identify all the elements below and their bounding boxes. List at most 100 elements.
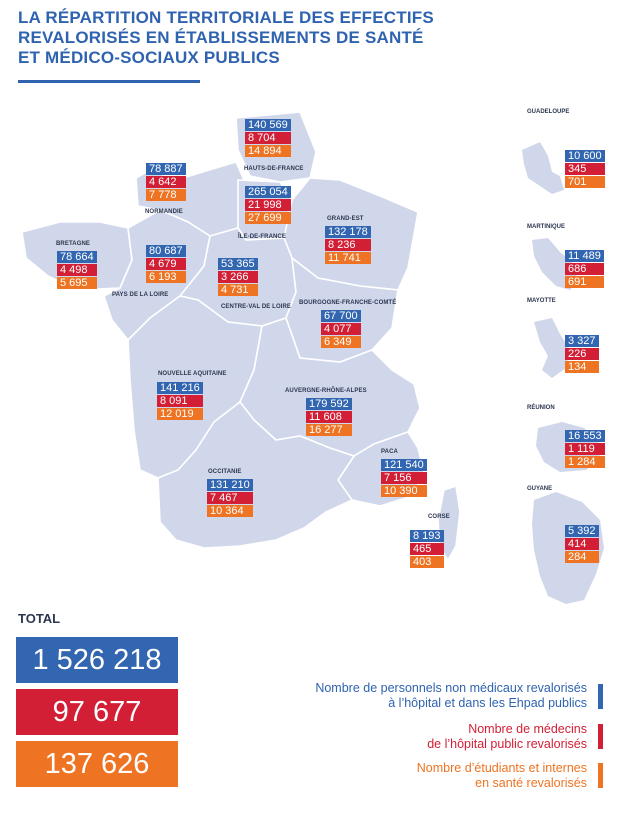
value-red-guadeloupe: 345 <box>565 163 605 175</box>
value-blue-corse: 8 193 <box>410 530 444 542</box>
overseas-label-guadeloupe: GUADELOUPE <box>527 109 570 115</box>
legend-blue-line-1: Nombre de personnels non médicaux revalo… <box>315 681 587 695</box>
value-blue-guadeloupe: 10 600 <box>565 150 605 162</box>
value-blue-pays-de-la-loire: 80 687 <box>146 245 186 257</box>
value-red-centre-val-de-loire: 3 266 <box>218 271 258 283</box>
value-red-bretagne: 4 498 <box>57 264 97 276</box>
value-orange-guyane: 284 <box>565 551 599 563</box>
value-orange-nouvelle-aquitaine: 12 019 <box>157 408 203 420</box>
value-orange-bourgogne-franche-comte: 6 349 <box>321 336 361 348</box>
region-label-nouvelle-aquitaine: NOUVELLE AQUITAINE <box>158 371 227 377</box>
value-blue-paca: 121 540 <box>381 459 427 471</box>
region-label-pays-de-la-loire: PAYS DE LA LOIRE <box>112 292 169 298</box>
region-label-bretagne: BRETAGNE <box>56 241 91 247</box>
title-line-1: LA RÉPARTITION TERRITORIALE DES EFFECTIF… <box>18 8 434 27</box>
value-orange-paca: 10 390 <box>381 485 427 497</box>
value-blue-ile-de-france: 265 054 <box>245 186 291 198</box>
value-red-martinique: 686 <box>565 263 604 275</box>
total-red: 97 677 <box>16 689 178 735</box>
values-normandie: 78 887 4 642 7 778 <box>146 163 186 202</box>
legend-orange-line-1: Nombre d’étudiants et internes <box>416 761 587 775</box>
value-blue-reunion: 16 553 <box>565 430 605 442</box>
overseas-label-mayotte: MAYOTTE <box>527 298 556 304</box>
page-title: LA RÉPARTITION TERRITORIALE DES EFFECTIF… <box>18 8 434 68</box>
value-orange-ile-de-france: 27 699 <box>245 212 291 224</box>
value-blue-auvergne-rhone-alpes: 179 592 <box>306 398 352 410</box>
value-red-pays-de-la-loire: 4 679 <box>146 258 186 270</box>
value-orange-mayotte: 134 <box>565 361 599 373</box>
values-nouvelle-aquitaine: 141 216 8 091 12 019 <box>157 382 203 421</box>
values-occitanie: 131 210 7 467 10 364 <box>207 479 253 518</box>
values-guadeloupe: 10 600 345 701 <box>565 150 605 189</box>
value-red-nouvelle-aquitaine: 8 091 <box>157 395 203 407</box>
value-blue-normandie: 78 887 <box>146 163 186 175</box>
overseas-shape-mayotte <box>534 318 570 378</box>
value-red-corse: 465 <box>410 543 444 555</box>
region-label-grand-est: GRAND-EST <box>327 216 364 222</box>
values-mayotte: 3 327 226 134 <box>565 335 599 374</box>
values-auvergne-rhone-alpes: 179 592 11 608 16 277 <box>306 398 352 437</box>
value-blue-bourgogne-franche-comte: 67 700 <box>321 310 361 322</box>
legend-orange-line-2: en santé revalorisés <box>475 776 587 790</box>
value-red-ile-de-france: 21 998 <box>245 199 291 211</box>
overseas-label-guyane: GUYANE <box>527 486 553 492</box>
value-blue-grand-est: 132 178 <box>325 226 371 238</box>
value-red-occitanie: 7 467 <box>207 492 253 504</box>
overseas-label-reunion: RÉUNION <box>527 405 555 411</box>
values-hauts-de-france: 140 569 8 704 14 894 <box>245 119 291 158</box>
total-blue: 1 526 218 <box>16 637 178 683</box>
value-blue-centre-val-de-loire: 53 365 <box>218 258 258 270</box>
region-label-corse: CORSE <box>428 514 450 520</box>
value-orange-guadeloupe: 701 <box>565 176 605 188</box>
legend-red: Nombre de médecins de l’hôpital public r… <box>427 722 587 752</box>
title-line-2: REVALORISÉS EN ÉTABLISSEMENTS DE SANTÉ <box>18 28 424 47</box>
value-orange-martinique: 691 <box>565 276 604 288</box>
values-ile-de-france: 265 054 21 998 27 699 <box>245 186 291 225</box>
value-orange-auvergne-rhone-alpes: 16 277 <box>306 424 352 436</box>
values-corse: 8 193 465 403 <box>410 530 444 569</box>
value-blue-nouvelle-aquitaine: 141 216 <box>157 382 203 394</box>
value-blue-hauts-de-france: 140 569 <box>245 119 291 131</box>
value-blue-mayotte: 3 327 <box>565 335 599 347</box>
value-blue-guyane: 5 392 <box>565 525 599 537</box>
value-orange-bretagne: 5 695 <box>57 277 97 289</box>
legend-orange: Nombre d’étudiants et internes en santé … <box>417 761 587 791</box>
values-bretagne: 78 664 4 498 5 695 <box>57 251 97 290</box>
legend-orange-swatch <box>598 763 603 788</box>
total-label: TOTAL <box>18 611 61 626</box>
value-red-normandie: 4 642 <box>146 176 186 188</box>
value-red-bourgogne-franche-comte: 4 077 <box>321 323 361 335</box>
value-red-auvergne-rhone-alpes: 11 608 <box>306 411 352 423</box>
region-label-centre-val-de-loire: CENTRE-VAL DE LOIRE <box>221 304 292 310</box>
legend-blue-line-2: à l’hôpital et dans les Ehpad publics <box>388 696 587 710</box>
region-label-paca: PACA <box>381 449 398 455</box>
region-label-normandie: NORMANDIE <box>145 209 183 215</box>
value-red-reunion: 1 119 <box>565 443 605 455</box>
values-reunion: 16 553 1 119 1 284 <box>565 430 605 469</box>
values-pays-de-la-loire: 80 687 4 679 6 193 <box>146 245 186 284</box>
legend-red-swatch <box>598 724 603 749</box>
value-red-grand-est: 8 236 <box>325 239 371 251</box>
values-guyane: 5 392 414 284 <box>565 525 599 564</box>
value-orange-corse: 403 <box>410 556 444 568</box>
region-label-hauts-de-france: HAUTS-DE-FRANCE <box>244 166 304 172</box>
region-label-occitanie: OCCITANIE <box>208 469 242 475</box>
value-orange-grand-est: 11 741 <box>325 252 371 264</box>
value-blue-martinique: 11 489 <box>565 250 604 262</box>
region-label-ile-de-france: ÎLE-DE-FRANCE <box>238 234 286 240</box>
title-line-3: ET MÉDICO-SOCIAUX PUBLICS <box>18 48 280 67</box>
legend-blue: Nombre de personnels non médicaux revalo… <box>315 681 587 711</box>
region-label-auvergne-rhone-alpes: AUVERGNE-RHÔNE-ALPES <box>285 388 367 394</box>
overseas-shape-guadeloupe <box>522 142 564 194</box>
legend-red-line-2: de l’hôpital public revalorisés <box>427 737 587 751</box>
values-martinique: 11 489 686 691 <box>565 250 604 289</box>
value-orange-hauts-de-france: 14 894 <box>245 145 291 157</box>
value-orange-pays-de-la-loire: 6 193 <box>146 271 186 283</box>
title-underline <box>18 80 200 83</box>
overseas-label-martinique: MARTINIQUE <box>527 224 565 230</box>
value-blue-occitanie: 131 210 <box>207 479 253 491</box>
legend-red-line-1: Nombre de médecins <box>468 722 587 736</box>
value-orange-occitanie: 10 364 <box>207 505 253 517</box>
value-orange-normandie: 7 778 <box>146 189 186 201</box>
values-centre-val-de-loire: 53 365 3 266 4 731 <box>218 258 258 297</box>
